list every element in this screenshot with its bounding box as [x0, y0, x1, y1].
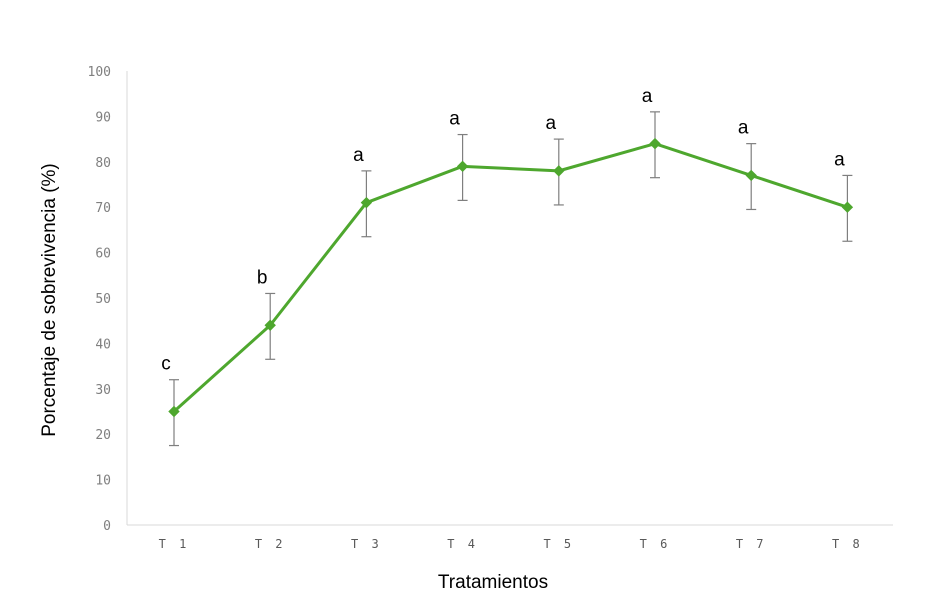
y-tick-label: 50: [95, 292, 111, 307]
y-tick-label: 20: [95, 428, 111, 443]
y-tick-label: 40: [95, 337, 111, 352]
y-tick-label: 80: [95, 156, 111, 171]
y-tick-label: 10: [95, 474, 111, 489]
data-point: [841, 201, 854, 213]
x-tick-label: T 4: [447, 537, 478, 551]
significance-label: b: [257, 267, 268, 288]
error-bars: [169, 111, 853, 447]
significance-label: a: [642, 86, 653, 107]
x-axis-title: Tratamientos: [438, 572, 548, 593]
y-tick-label: 70: [95, 201, 111, 216]
x-tick-label: T 2: [255, 537, 286, 551]
y-tick-label: 90: [95, 110, 111, 125]
significance-label: a: [353, 145, 364, 166]
data-point: [745, 169, 757, 182]
x-tick-label: T 3: [351, 537, 382, 551]
y-tick-labels: 0 10 20 30 40 50 60 70 80 90 100: [88, 65, 111, 534]
data-point: [456, 160, 469, 173]
data-point: [360, 196, 373, 209]
y-axis-title: Porcentaje de sobrevivencia (%): [39, 163, 60, 437]
x-tick-label: T 7: [736, 537, 767, 551]
data-points: [168, 137, 854, 418]
significance-label: a: [449, 109, 460, 130]
x-tick-labels: T 1 T 2 T 3 T 4 T 5 T 6 T 7 T 8: [159, 537, 863, 551]
significance-label: a: [738, 118, 749, 139]
significance-labels: c b a a a a a a: [161, 86, 845, 375]
series-line: [172, 142, 848, 413]
data-point: [553, 165, 565, 177]
data-point: [168, 405, 180, 418]
significance-label: c: [161, 354, 171, 375]
series-polyline: [172, 142, 848, 413]
y-tick-label: 100: [88, 65, 111, 80]
x-tick-label: T 5: [543, 537, 574, 551]
x-tick-label: T 1: [159, 537, 190, 551]
y-tick-label: 60: [95, 247, 111, 262]
y-tick-label: 0: [103, 519, 111, 534]
chart-axes: [126, 71, 893, 526]
significance-label: a: [834, 149, 845, 170]
data-point: [649, 137, 661, 150]
x-tick-label: T 8: [832, 537, 863, 551]
y-tick-label: 30: [95, 383, 111, 398]
significance-label: a: [546, 113, 557, 134]
x-tick-label: T 6: [640, 537, 671, 551]
data-point: [264, 319, 276, 331]
